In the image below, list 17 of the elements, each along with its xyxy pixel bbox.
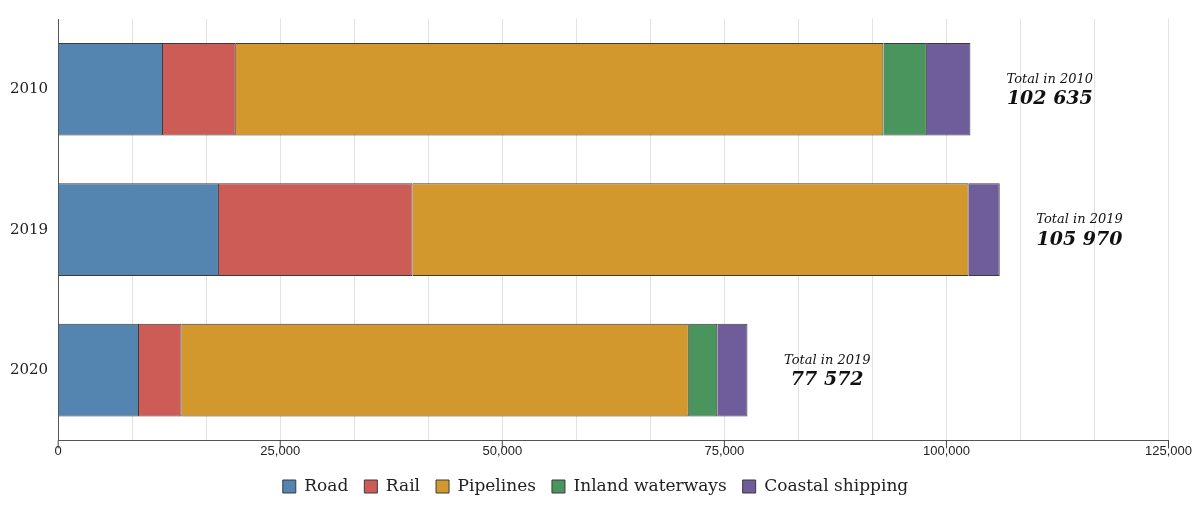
annotation: Total in 2019 77 572 [783, 351, 871, 390]
y-tick-label: 2019 [9, 219, 49, 238]
annotation: Total in 2019 105 970 [1036, 211, 1123, 249]
x-tick-label: 125,000 [1145, 442, 1192, 458]
x-tick-label: 0 [54, 442, 62, 458]
x-tick-label: 75,000 [704, 442, 745, 458]
legend-label: Road [304, 474, 349, 495]
x-tick-label: 100,000 [922, 442, 970, 458]
y-tick-label: 2020 [9, 360, 49, 379]
legend-label: Pipelines [457, 474, 536, 495]
y-tick-label: 2010 [9, 79, 49, 98]
legend-label: Inland waterways [573, 474, 727, 495]
annotation: Total in 2010 102 635 [1006, 70, 1094, 109]
x-tick-label: 25,000 [260, 442, 301, 458]
legend-label: Coastal shipping [764, 474, 909, 495]
x-tick-label: 50,000 [482, 442, 523, 458]
legend-label: Rail [385, 474, 421, 495]
